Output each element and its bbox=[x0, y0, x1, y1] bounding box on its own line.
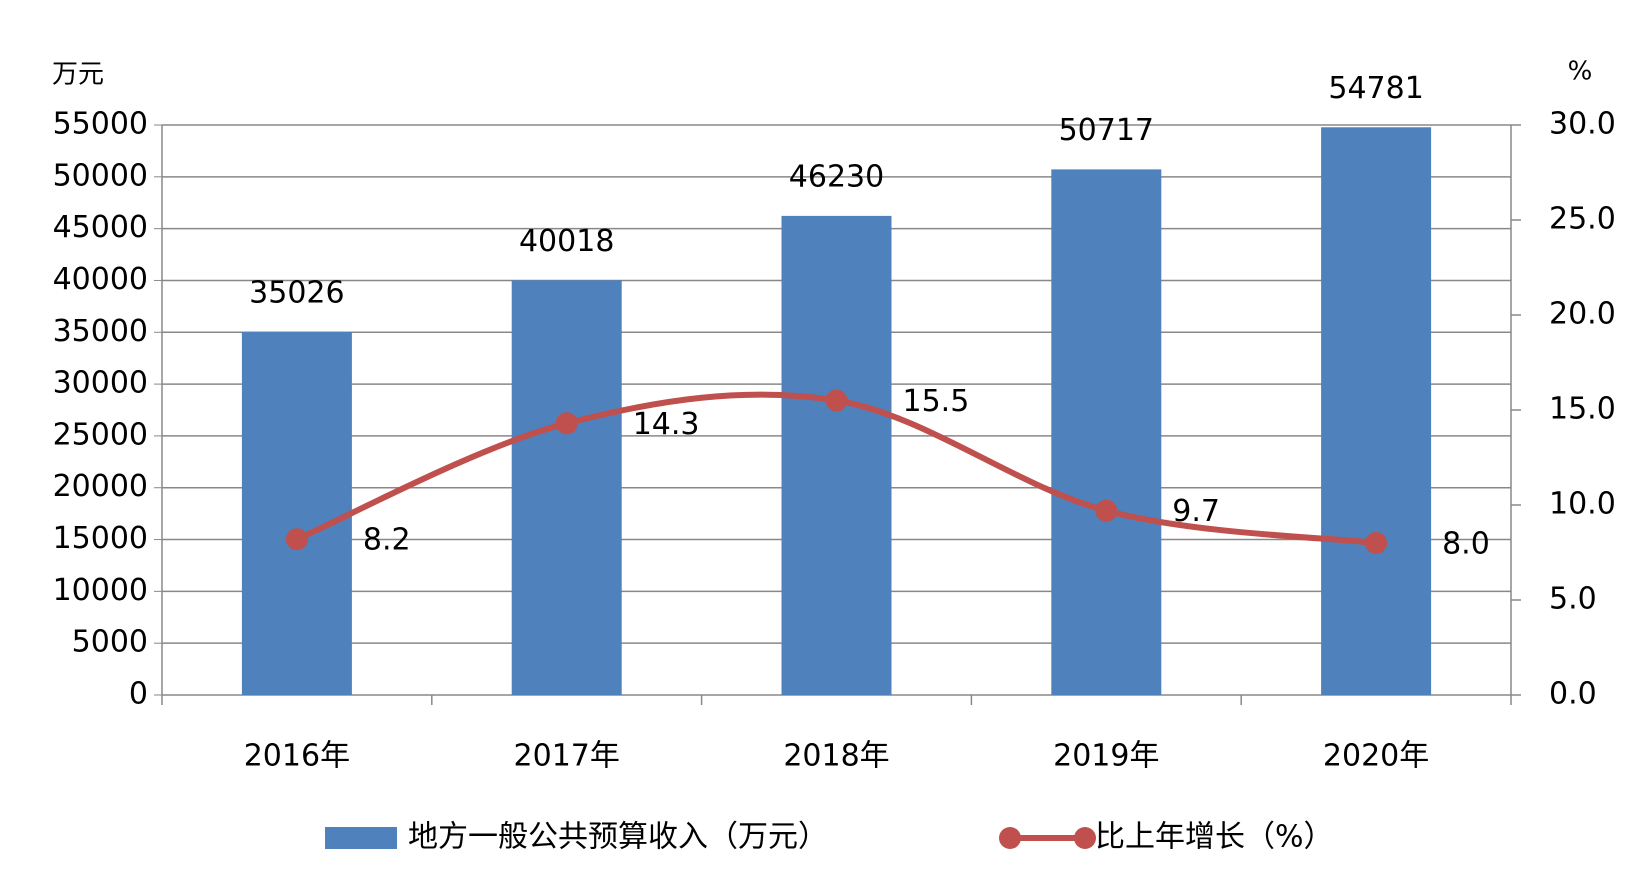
y2-unit: % bbox=[1568, 57, 1593, 87]
y-tick-label: 5000 bbox=[72, 625, 148, 660]
y2-tick-label: 25.0 bbox=[1549, 202, 1616, 237]
line-marker bbox=[285, 528, 308, 551]
y-tick-label: 0 bbox=[129, 677, 148, 712]
legend-swatch bbox=[325, 827, 397, 849]
y-tick-label: 40000 bbox=[53, 262, 148, 297]
y-tick-label: 25000 bbox=[53, 417, 148, 452]
y2-tick-label: 10.0 bbox=[1549, 487, 1616, 522]
legend-swatch bbox=[999, 827, 1021, 849]
line-marker bbox=[825, 389, 848, 412]
line-value-label: 9.7 bbox=[1172, 494, 1220, 529]
line-value-label: 8.0 bbox=[1442, 527, 1490, 562]
bar bbox=[241, 332, 352, 695]
legend-label: 比上年增长（%） bbox=[1095, 820, 1334, 855]
bar-value-label: 50717 bbox=[1059, 113, 1154, 148]
y2-tick-label: 20.0 bbox=[1549, 297, 1616, 332]
line-value-label: 15.5 bbox=[903, 384, 970, 419]
x-tick-label: 2019年 bbox=[1053, 739, 1159, 774]
y2-tick-label: 0.0 bbox=[1549, 677, 1597, 712]
line-marker bbox=[1365, 532, 1388, 554]
y-tick-label: 15000 bbox=[53, 521, 148, 556]
bar bbox=[1321, 127, 1432, 695]
y2-tick-label: 30.0 bbox=[1549, 107, 1616, 142]
y-tick-label: 55000 bbox=[53, 107, 148, 142]
y-tick-label: 50000 bbox=[53, 158, 148, 193]
x-tick-label: 2017年 bbox=[514, 739, 620, 774]
bar-value-label: 35026 bbox=[249, 276, 344, 311]
legend-label: 地方一般公共预算收入（万元） bbox=[408, 820, 828, 855]
bar-value-label: 46230 bbox=[789, 159, 884, 194]
line-value-label: 14.3 bbox=[633, 407, 700, 442]
x-tick-label: 2018年 bbox=[783, 739, 889, 774]
y-tick-label: 35000 bbox=[53, 314, 148, 349]
y-tick-label: 45000 bbox=[53, 210, 148, 245]
bar-value-label: 40018 bbox=[519, 224, 614, 259]
bar bbox=[511, 280, 622, 695]
line-value-label: 8.2 bbox=[363, 523, 411, 558]
y-unit: 万元 bbox=[52, 60, 104, 90]
bar-value-label: 54781 bbox=[1328, 71, 1423, 106]
line-marker bbox=[555, 412, 578, 435]
y2-tick-label: 5.0 bbox=[1549, 582, 1597, 617]
legend-swatch bbox=[1074, 827, 1096, 849]
y2-tick-label: 15.0 bbox=[1549, 392, 1616, 427]
y-tick-label: 10000 bbox=[53, 573, 148, 608]
line-marker bbox=[1095, 499, 1118, 522]
y-tick-label: 20000 bbox=[53, 469, 148, 504]
x-tick-label: 2020年 bbox=[1323, 739, 1429, 774]
bar bbox=[1051, 169, 1162, 695]
bar bbox=[781, 215, 892, 695]
y-tick-label: 30000 bbox=[53, 366, 148, 401]
x-tick-label: 2016年 bbox=[244, 739, 350, 774]
